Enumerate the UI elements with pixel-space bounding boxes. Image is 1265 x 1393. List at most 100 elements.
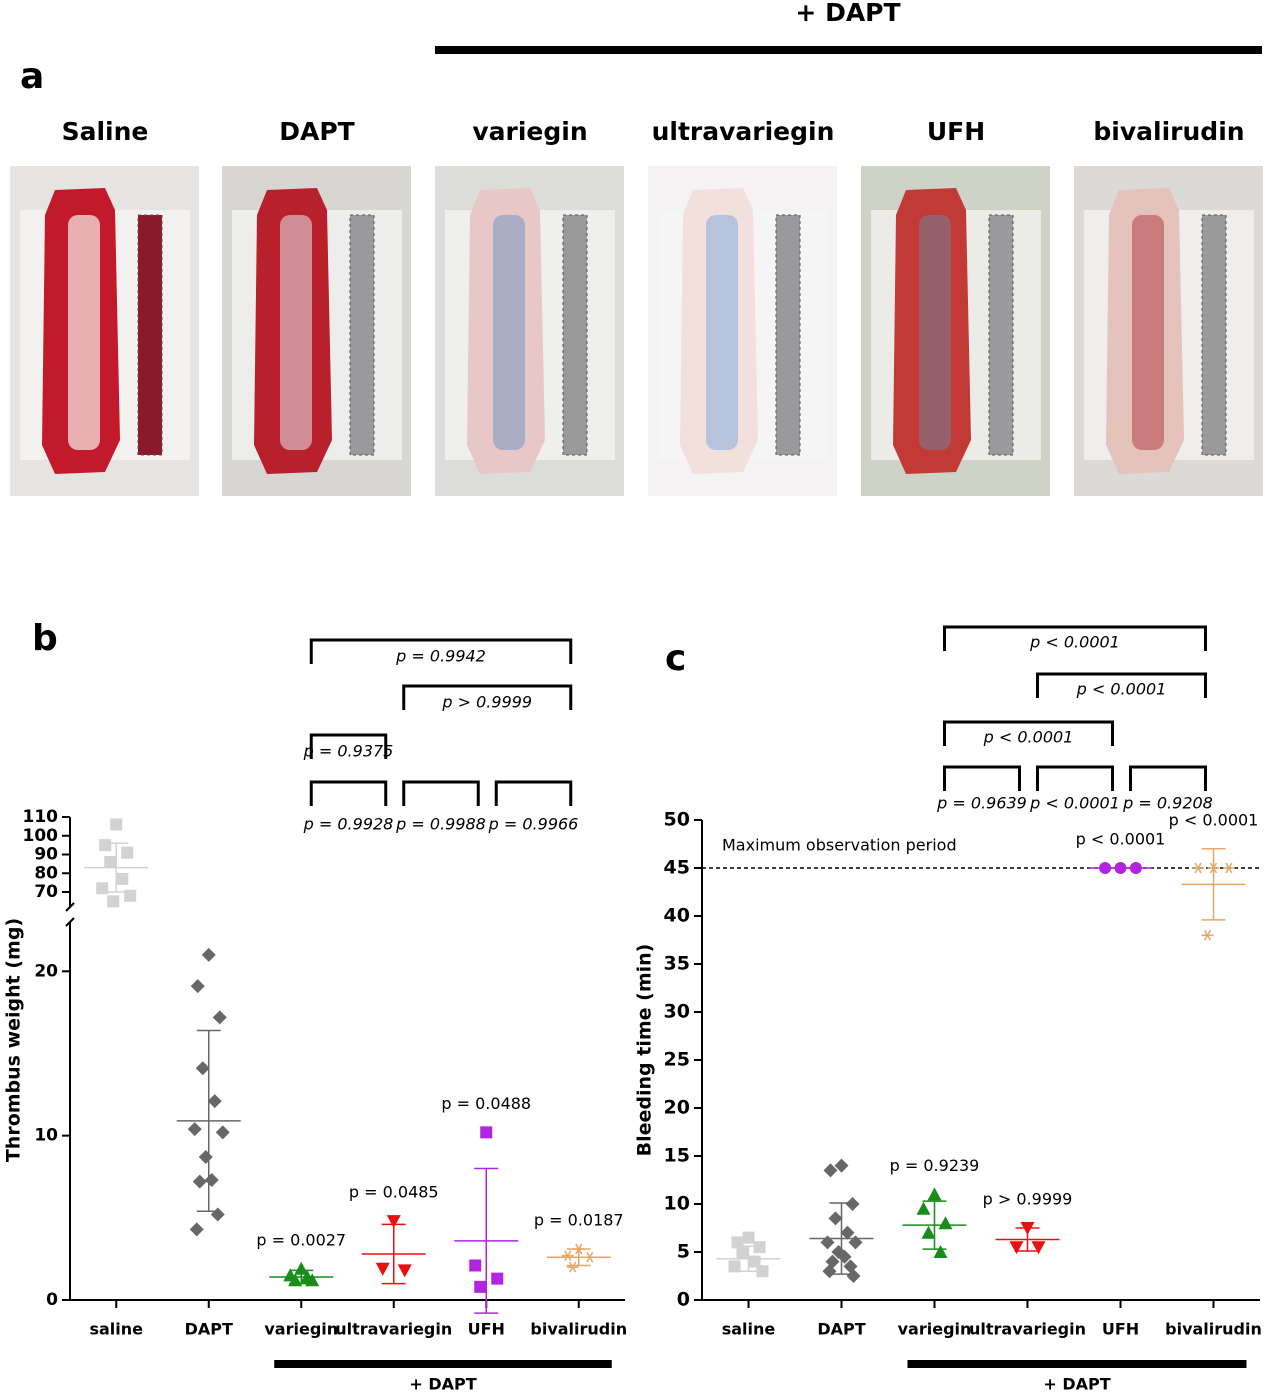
bracket [402, 684, 573, 710]
photo-stent [137, 214, 163, 456]
error-bar [104, 842, 129, 893]
x-tick-label: DAPT [185, 1320, 233, 1339]
point [846, 1269, 861, 1283]
error-bar [196, 1029, 221, 1212]
bracket [309, 638, 573, 664]
point [848, 1235, 863, 1250]
comparison-label: p < 0.0001 [1076, 680, 1167, 699]
point [375, 1262, 390, 1276]
error-bar [289, 1269, 314, 1285]
x-tick-label: ultravariegin [335, 1320, 452, 1339]
point [201, 947, 216, 962]
point [561, 1250, 574, 1262]
point [386, 1215, 401, 1229]
group-bar [907, 1360, 1247, 1368]
p-label: p < 0.0001 [1169, 810, 1259, 829]
photo-title: variegin [472, 117, 587, 146]
comparison-label: p = 0.9966 [488, 815, 579, 834]
error-bar [381, 1223, 406, 1285]
group-label: + DAPT [1043, 1375, 1110, 1393]
point [190, 979, 205, 994]
x-tick-label: bivalirudin [1165, 1320, 1262, 1339]
x-tick-label: variegin [264, 1320, 338, 1339]
y-tick-label: 50 [664, 809, 690, 831]
y-axis-title: Bleeding time (min) [634, 944, 656, 1157]
point [212, 1010, 227, 1025]
point [728, 1260, 741, 1273]
y-tick-label: 20 [34, 961, 58, 981]
point [938, 1216, 953, 1230]
photo-lumen [68, 215, 100, 450]
error-bar [474, 1167, 499, 1314]
axis-break [65, 917, 75, 927]
y-tick-label: 35 [664, 953, 690, 975]
photo-stent [349, 214, 375, 456]
photo-stent [562, 214, 588, 456]
photo-lumen [280, 215, 312, 450]
y-tick-label: 10 [34, 1126, 58, 1146]
comparison-label: p = 0.9942 [395, 647, 486, 666]
point [207, 1094, 222, 1109]
y-tick-label: 0 [46, 1290, 58, 1310]
photo-lumen [1132, 215, 1164, 450]
y-tick-label: 0 [677, 1289, 690, 1311]
y-tick-label: 90 [34, 845, 58, 865]
comparison-label: p = 0.9928 [303, 815, 394, 834]
point [834, 1158, 849, 1173]
bracket [1036, 765, 1114, 791]
bracket [494, 780, 573, 806]
photo-lumen [493, 215, 525, 450]
point [823, 1163, 838, 1178]
point [933, 1245, 948, 1258]
point [204, 1173, 219, 1188]
x-tick-label: UFH [1102, 1320, 1139, 1339]
point [99, 839, 112, 852]
point [756, 1265, 769, 1278]
point [1222, 862, 1235, 874]
photo-stent [988, 214, 1014, 456]
x-tick-label: saline [722, 1320, 776, 1339]
comparison-label: p > 0.9999 [441, 693, 532, 712]
p-label: p = 0.0187 [534, 1211, 624, 1230]
comparison-label: p < 0.0001 [1029, 794, 1120, 813]
p-label: p = 0.0027 [256, 1230, 346, 1249]
point [110, 818, 123, 831]
point [469, 1259, 482, 1272]
photo-title: DAPT [279, 117, 354, 146]
error-bar [566, 1248, 591, 1267]
photo-stent [775, 214, 801, 456]
panel-label: a [20, 56, 44, 97]
panel-label: b [32, 618, 58, 659]
point [921, 1225, 936, 1239]
comparison-label: p = 0.9375 [303, 742, 394, 761]
y-tick-label: 45 [664, 857, 690, 879]
point [1009, 1241, 1024, 1255]
p-label: p = 0.9239 [890, 1156, 980, 1175]
comparison-label: p = 0.9639 [936, 794, 1027, 813]
y-axis-title: Thrombus weight (mg) [3, 918, 25, 1162]
point [742, 1231, 755, 1244]
point [107, 895, 120, 908]
point [480, 1126, 493, 1139]
point [397, 1264, 412, 1278]
point [736, 1246, 749, 1258]
y-tick-label: 110 [23, 807, 59, 827]
bracket [402, 780, 480, 806]
y-tick-label: 40 [664, 905, 690, 927]
photo-stent [1201, 214, 1227, 456]
y-tick-label: 20 [664, 1097, 690, 1119]
point [104, 856, 117, 868]
y-tick-label: 5 [677, 1241, 690, 1263]
error-bar [1015, 1227, 1040, 1252]
p-label: p > 0.9999 [983, 1190, 1073, 1209]
point [927, 1187, 942, 1201]
y-tick-label: 25 [664, 1049, 690, 1071]
photo-title: Saline [62, 117, 149, 146]
point [215, 1125, 230, 1140]
x-tick-label: saline [89, 1320, 143, 1339]
photo-lumen [919, 215, 951, 450]
bracket [1036, 672, 1207, 698]
point [474, 1280, 487, 1293]
point [187, 1122, 202, 1137]
